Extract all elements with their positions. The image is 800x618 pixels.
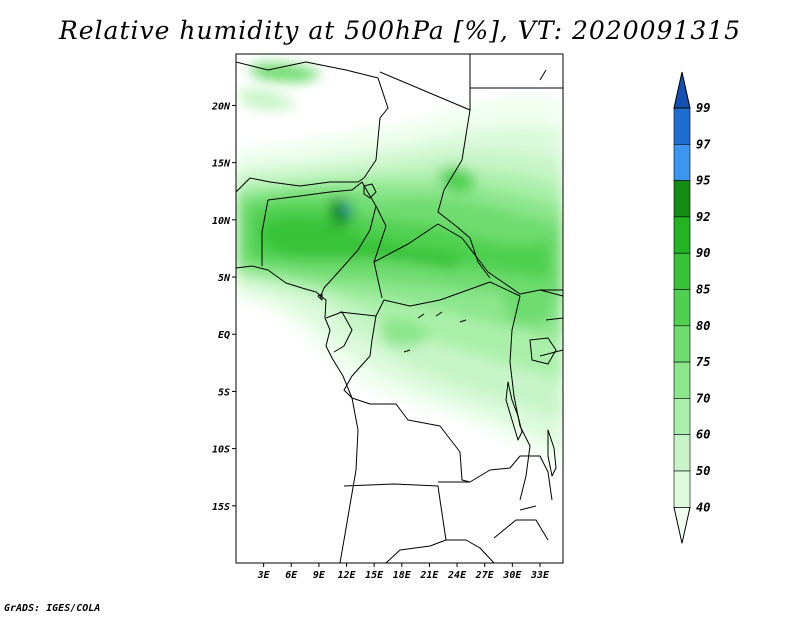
- border-zimbabwe: [493, 519, 549, 541]
- lake-malawi: [547, 429, 557, 477]
- border-east-africa: [539, 289, 563, 357]
- colorbar-label: 92: [696, 210, 710, 224]
- lat-tick-label: 5N: [218, 273, 231, 284]
- colorbar-lower-triangle: [673, 506, 691, 544]
- lon-tick-label: 18E: [393, 570, 412, 581]
- lon-tick-label: 9E: [313, 570, 326, 581]
- lat-tick-label: 15N: [212, 159, 231, 170]
- lon-tick-label: 21E: [419, 570, 439, 581]
- lake-kariba: [519, 505, 537, 511]
- border-mali-algeria: [236, 61, 379, 79]
- border-nigeria-north: [267, 181, 377, 207]
- lake-chad: [363, 183, 377, 199]
- colorbar-label: 90: [696, 246, 710, 260]
- border-angola-north: [351, 397, 471, 483]
- grads-credit: GrADS: IGES/COLA: [4, 603, 101, 614]
- lake-tanganyika: [505, 381, 523, 441]
- border-zambia: [438, 455, 553, 501]
- colorbar-box: [673, 107, 691, 145]
- border-nigeria-cameroon: [319, 205, 377, 299]
- latitude-axis: 20N 15N 10N 5N EQ 5S 10S 15S: [211, 101, 236, 513]
- colorbar-label: 99: [696, 101, 710, 115]
- colorbar-label: 50: [696, 464, 710, 478]
- colorbar-box: [673, 398, 691, 435]
- humidity-region: [330, 198, 353, 226]
- lon-tick-label: 3E: [257, 570, 271, 581]
- humidity-region: [343, 205, 350, 214]
- humidity-region: [380, 318, 430, 347]
- lat-tick-label: 20N: [211, 101, 231, 112]
- humidity-region: [440, 166, 476, 193]
- colorbar-box: [673, 180, 691, 218]
- colorbar-label: 85: [696, 283, 710, 297]
- colorbar-box: [673, 252, 691, 290]
- lat-tick-label: 10S: [212, 445, 230, 456]
- longitude-axis: 3E 6E 9E 12E 15E 18E 21E 24E 27E 30E 33E: [257, 563, 550, 581]
- lon-tick-label: 12E: [338, 570, 357, 581]
- colorbar-box: [673, 434, 691, 472]
- border-namibia: [343, 483, 447, 563]
- humidity-field: [236, 63, 563, 470]
- island-bioko: [317, 293, 323, 301]
- colorbar-label: 97: [696, 137, 711, 151]
- lon-tick-label: 24E: [447, 570, 467, 581]
- border-niger-libya: [363, 77, 389, 179]
- border-gabon: [325, 311, 353, 353]
- colorbar-upper-triangle: [673, 71, 691, 109]
- border-botswana: [446, 539, 495, 563]
- border-benin-togo: [261, 199, 269, 266]
- colorbar-label: 95: [696, 174, 710, 188]
- humidity-region: [249, 63, 320, 82]
- border-cameroon-car: [373, 205, 387, 299]
- colorbar-box: [673, 361, 691, 399]
- country-borders: [236, 54, 563, 563]
- colorbar-label: 70: [696, 391, 710, 405]
- colorbar-box: [673, 325, 691, 363]
- lat-tick-label: 10N: [212, 216, 231, 227]
- colorbar-box: [673, 144, 691, 181]
- border-burkina-niger: [236, 177, 365, 193]
- colorbar-box: [673, 216, 691, 254]
- lon-tick-label: 27E: [475, 570, 495, 581]
- border-drc-east: [509, 295, 531, 501]
- map-frame: [235, 53, 564, 564]
- colorbar-box: [673, 470, 691, 508]
- colorbar-box: [673, 289, 691, 327]
- humidity-region: [236, 88, 296, 111]
- humidity-region: [500, 288, 555, 325]
- lon-tick-label: 33E: [530, 570, 550, 581]
- colorbar-label: 60: [696, 428, 710, 442]
- lon-tick-label: 15E: [365, 570, 384, 581]
- colorbar-label: 40: [696, 500, 710, 514]
- lat-tick-label: EQ: [218, 330, 230, 341]
- river-congo-marks: [403, 311, 467, 353]
- border-congo-drc: [343, 315, 377, 399]
- coastline-west: [236, 265, 359, 563]
- colorbar-label: 75: [696, 355, 710, 369]
- colorbar-label: 80: [696, 319, 710, 333]
- lake-victoria: [529, 337, 557, 365]
- lon-tick-label: 30E: [502, 570, 522, 581]
- lat-tick-label: 15S: [212, 502, 230, 513]
- colorbar: 99 97 95 92 90 85 80 75 70 60 50 40: [673, 71, 711, 544]
- map-title: Relative humidity at 500hPa [%], VT: 202…: [58, 16, 742, 45]
- border-libya-chad: [379, 54, 471, 111]
- lon-tick-label: 6E: [285, 570, 298, 581]
- lake-tana: [539, 69, 547, 81]
- lat-tick-label: 5S: [218, 387, 230, 398]
- humidity-region: [262, 217, 460, 270]
- border-car-south: [373, 223, 563, 297]
